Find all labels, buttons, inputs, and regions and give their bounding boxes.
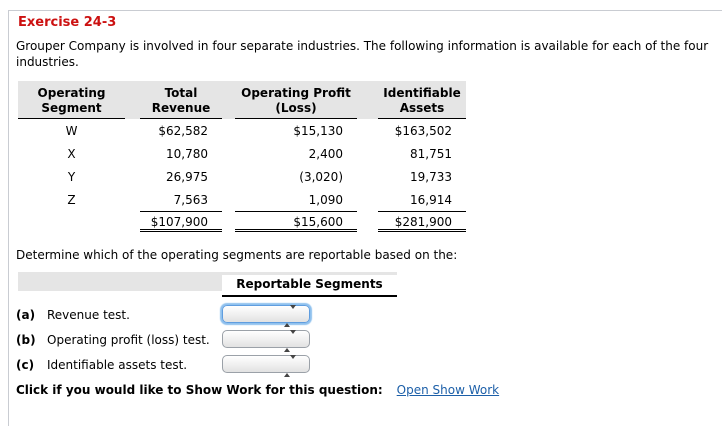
- revenue-cell: 10,780: [166, 146, 208, 161]
- determine-instruction: Determine which of the operating segment…: [16, 248, 458, 262]
- total-revenue-cell: $107,900: [140, 211, 222, 232]
- totals-empty-cell: [18, 211, 125, 232]
- assets-cell: 81,751: [410, 146, 452, 161]
- test-letter: (c): [16, 357, 35, 372]
- segment-cell: W: [65, 123, 78, 138]
- profit-cell: (3,020): [299, 169, 343, 184]
- test-label: Identifiable assets test.: [47, 357, 188, 372]
- show-work-row: Click if you would like to Show Work for…: [16, 383, 499, 397]
- test-row-operating-profit: (b) Operating profit (loss) test.: [16, 327, 436, 352]
- test-row-identifiable-assets: (c) Identifiable assets test.: [16, 352, 436, 377]
- table-row-x: X 10,780 2,400 81,751: [18, 142, 466, 165]
- segments-table-header: Operating Segment Total Revenue Operatin…: [18, 81, 466, 119]
- revenue-cell: 7,563: [173, 192, 208, 207]
- col-header-operating-profit: Operating Profit (Loss): [235, 86, 357, 119]
- profit-cell: 2,400: [308, 146, 343, 161]
- assets-cell: 19,733: [410, 169, 452, 184]
- exercise-description: Grouper Company is involved in four sepa…: [16, 39, 709, 69]
- table-row-y: Y 26,975 (3,020) 19,733: [18, 165, 466, 188]
- profit-cell: 1,090: [308, 192, 343, 207]
- test-letter: (b): [16, 332, 36, 347]
- test-row-revenue: (a) Revenue test.: [16, 302, 436, 327]
- test-label: Operating profit (loss) test.: [47, 332, 210, 347]
- col-header-identifiable-assets: Identifiable Assets: [378, 86, 466, 119]
- total-assets-cell: $281,900: [378, 211, 466, 232]
- segments-table: Operating Segment Total Revenue Operatin…: [18, 81, 466, 232]
- table-row-w: W $62,582 $15,130 $163,502: [18, 119, 466, 142]
- segment-cell: X: [67, 146, 76, 161]
- revenue-test-select[interactable]: [222, 305, 310, 327]
- revenue-cell: $62,582: [158, 123, 208, 138]
- revenue-cell: 26,975: [166, 169, 208, 184]
- up-down-arrows-icon: [284, 330, 296, 352]
- segment-cell: Z: [67, 192, 76, 207]
- profit-cell: $15,130: [293, 123, 343, 138]
- reportable-segments-header: Reportable Segments: [222, 275, 397, 297]
- segments-table-body: W $62,582 $15,130 $163,502 X 10,780 2,40…: [18, 119, 466, 211]
- up-down-arrows-icon: [284, 305, 296, 327]
- show-work-label: Click if you would like to Show Work for…: [16, 383, 383, 397]
- test-letter: (a): [16, 307, 36, 322]
- table-totals-row: $107,900 $15,600 $281,900: [18, 211, 466, 232]
- identifiable-assets-test-select[interactable]: [222, 355, 310, 377]
- table-row-z: Z 7,563 1,090 16,914: [18, 188, 466, 211]
- segment-cell: Y: [67, 169, 76, 184]
- open-show-work-link[interactable]: Open Show Work: [396, 383, 500, 397]
- assets-cell: 16,914: [410, 192, 452, 207]
- up-down-arrows-icon: [284, 355, 296, 377]
- col-header-operating-segment: Operating Segment: [18, 86, 125, 119]
- col-header-total-revenue: Total Revenue: [140, 86, 222, 119]
- assets-cell: $163,502: [394, 123, 452, 138]
- exercise-title: Exercise 24-3: [18, 15, 117, 30]
- test-label: Revenue test.: [47, 307, 130, 322]
- operating-profit-test-select[interactable]: [222, 330, 310, 352]
- total-profit-cell: $15,600: [235, 211, 357, 232]
- reportable-tests-table: Reportable Segments (a) Revenue test. (b…: [16, 272, 436, 382]
